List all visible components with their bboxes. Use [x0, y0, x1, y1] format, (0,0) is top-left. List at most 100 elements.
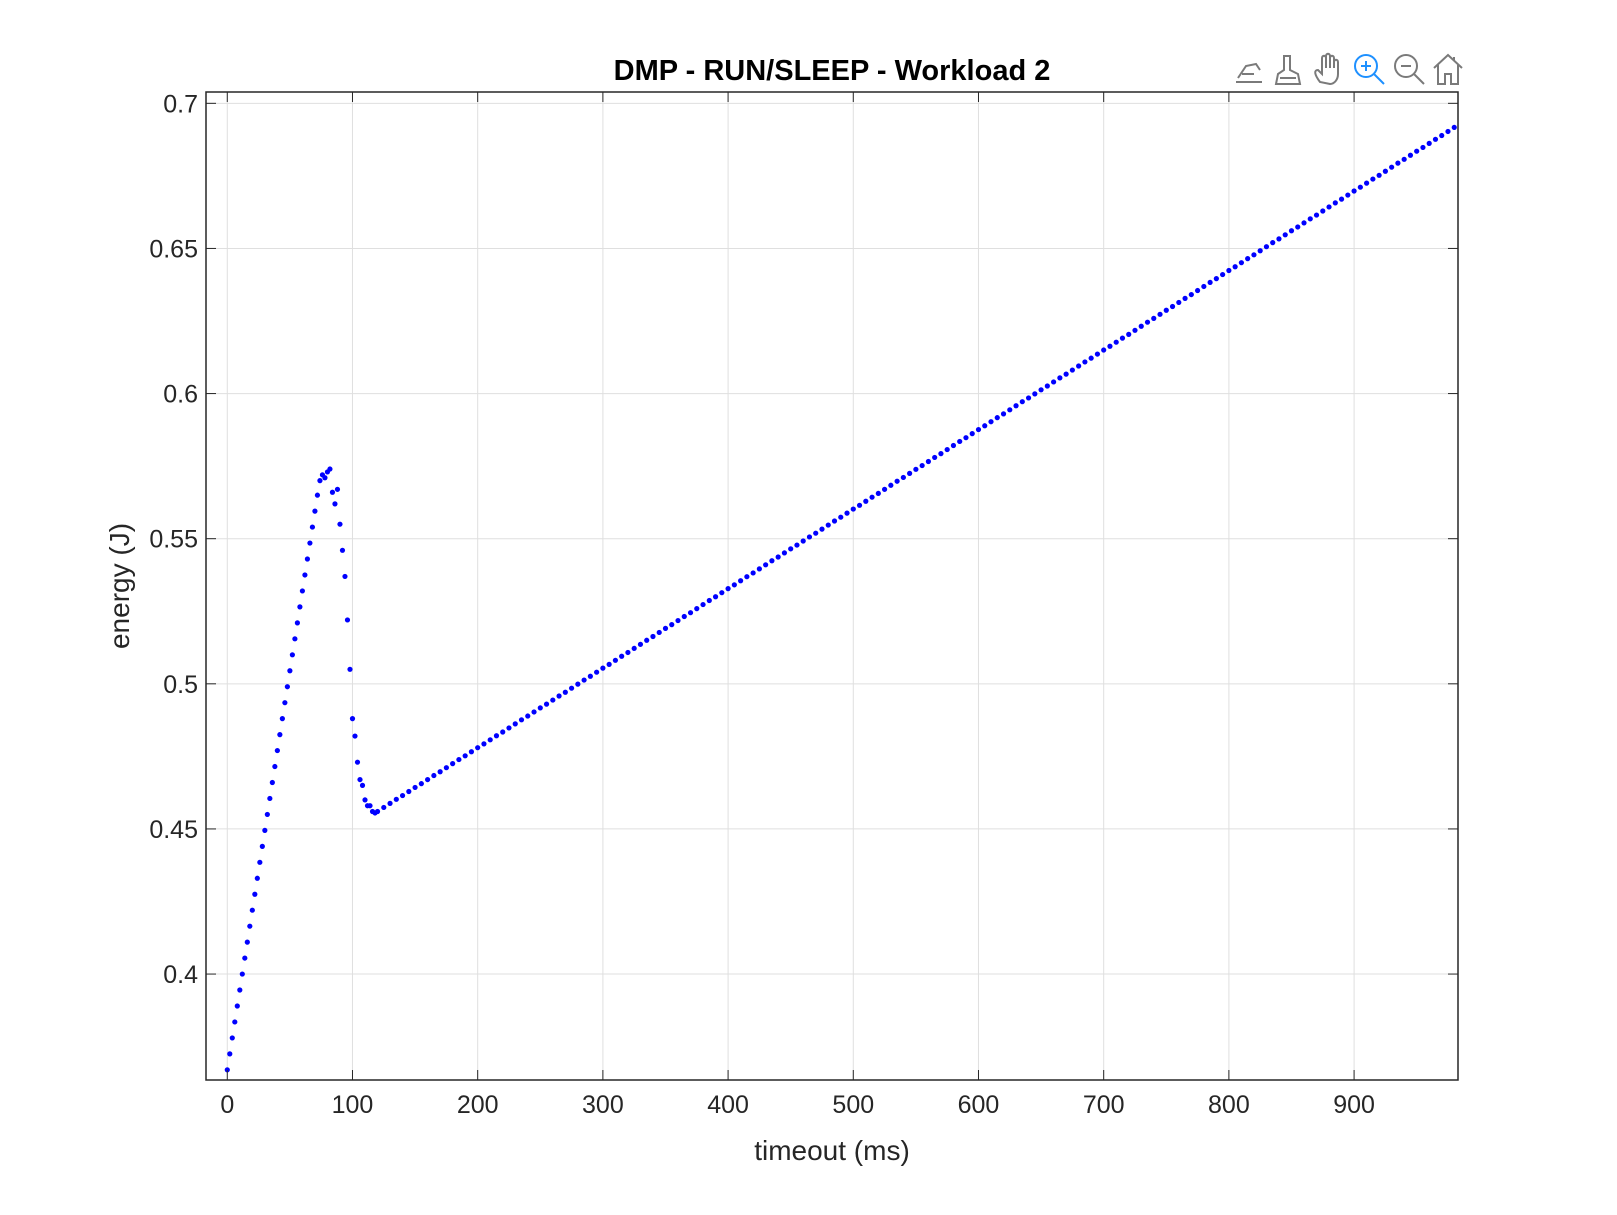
point — [568, 685, 575, 691]
point — [1432, 136, 1439, 142]
point — [988, 419, 994, 425]
home-button[interactable] — [1433, 53, 1463, 85]
point — [1226, 267, 1232, 274]
point — [556, 693, 562, 699]
point — [254, 875, 260, 881]
point — [234, 1003, 240, 1009]
point — [744, 574, 750, 580]
point — [669, 622, 675, 628]
point — [339, 547, 346, 553]
point — [619, 653, 625, 659]
point — [262, 827, 268, 833]
point — [304, 556, 311, 562]
brush-button[interactable] — [1274, 55, 1302, 85]
point — [1082, 359, 1088, 365]
point — [907, 470, 913, 476]
point — [700, 601, 706, 608]
point — [269, 779, 275, 786]
point — [531, 709, 537, 715]
point — [1151, 315, 1157, 321]
point — [888, 482, 894, 488]
point — [425, 776, 431, 783]
point — [289, 652, 295, 658]
point — [1163, 307, 1169, 313]
point — [1251, 252, 1257, 258]
point — [1420, 144, 1426, 151]
point — [1182, 295, 1188, 301]
point — [347, 666, 353, 672]
point — [317, 478, 323, 484]
point — [1451, 124, 1457, 131]
point — [274, 747, 280, 754]
point — [938, 451, 944, 457]
point — [450, 761, 456, 767]
point — [224, 1067, 230, 1073]
point — [1132, 327, 1138, 333]
point — [244, 939, 250, 945]
point — [1019, 399, 1025, 405]
point — [850, 506, 856, 512]
point — [332, 501, 338, 507]
point — [1169, 303, 1176, 310]
point — [794, 542, 800, 548]
point — [1207, 279, 1213, 286]
point — [825, 522, 831, 528]
point — [312, 508, 318, 514]
point — [1044, 383, 1050, 389]
point — [357, 776, 363, 783]
point — [342, 573, 348, 580]
point — [637, 641, 644, 647]
point — [264, 811, 270, 818]
point — [800, 538, 806, 544]
point — [406, 788, 412, 795]
point — [1213, 276, 1219, 282]
y-tick-label: 0.65 — [149, 235, 198, 263]
point — [819, 526, 825, 532]
point — [1051, 379, 1057, 385]
marks — [224, 124, 1457, 1073]
export-button[interactable] — [1236, 62, 1262, 83]
point — [1025, 395, 1032, 401]
point — [456, 756, 462, 763]
point — [1107, 343, 1113, 349]
point — [327, 466, 333, 472]
pan-button[interactable] — [1314, 52, 1339, 86]
point — [994, 415, 1000, 421]
point — [239, 971, 245, 977]
point — [1063, 371, 1069, 377]
point — [963, 435, 969, 441]
point — [367, 803, 373, 809]
zoom-in-button[interactable] — [1354, 54, 1385, 85]
x-tick-label: 900 — [1333, 1091, 1375, 1119]
zoom-out-button[interactable] — [1394, 54, 1425, 85]
point — [1013, 403, 1019, 409]
point — [750, 570, 756, 576]
point — [719, 590, 725, 596]
point — [247, 923, 253, 929]
point — [1188, 291, 1194, 298]
point — [1257, 248, 1263, 254]
point — [644, 637, 650, 643]
y-axis-label: energy (J) — [104, 523, 135, 649]
point — [925, 458, 932, 465]
y-tick-label: 0.5 — [163, 671, 198, 699]
point — [775, 554, 781, 560]
point — [806, 534, 813, 540]
point — [307, 540, 313, 546]
point — [277, 732, 283, 738]
point — [1307, 216, 1313, 222]
point — [282, 700, 288, 706]
point — [1414, 148, 1420, 154]
point — [662, 625, 669, 631]
point — [1295, 224, 1301, 230]
point — [1376, 172, 1382, 178]
point — [1000, 411, 1007, 417]
point — [650, 633, 656, 640]
point — [1345, 192, 1351, 198]
point — [1076, 363, 1082, 369]
point — [706, 597, 712, 604]
point — [493, 733, 500, 739]
point — [1245, 256, 1251, 262]
